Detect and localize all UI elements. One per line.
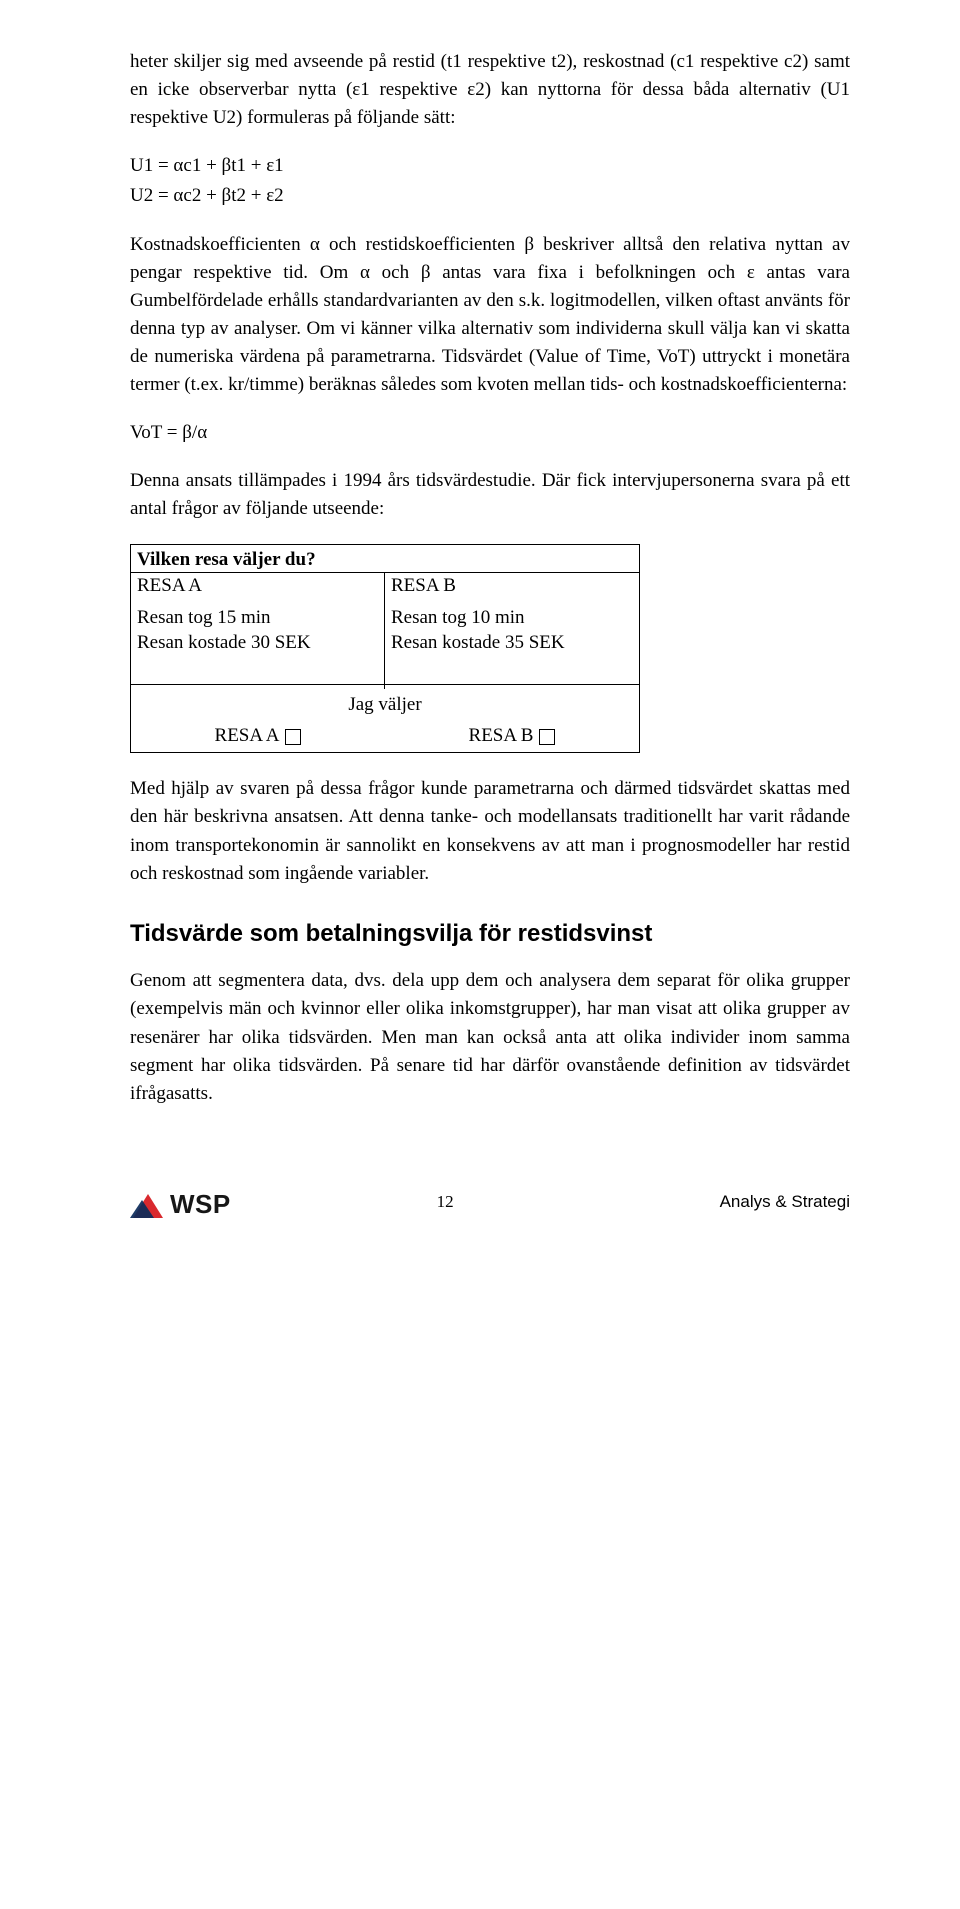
survey-choice-row: RESA A RESA B bbox=[131, 721, 639, 753]
wsp-logo-mark-icon bbox=[130, 1188, 166, 1218]
survey-choose-label: Jag väljer bbox=[131, 689, 639, 721]
survey-a-duration: Resan tog 15 min bbox=[137, 605, 378, 631]
paragraph-after-survey: Med hjälp av svaren på dessa frågor kund… bbox=[130, 775, 850, 887]
equation-u1: U1 = αc1 + βt1 + ε1 bbox=[130, 152, 850, 180]
survey-question: Vilken resa väljer du? bbox=[131, 545, 639, 574]
survey-body-row: Resan tog 15 min Resan kostade 30 SEK Re… bbox=[131, 603, 639, 689]
paragraph-intro: heter skiljer sig med avseende på restid… bbox=[130, 48, 850, 132]
survey-table: Vilken resa väljer du? RESA A RESA B Res… bbox=[130, 544, 640, 754]
equation-block-vot: VoT = β/α bbox=[130, 419, 850, 447]
survey-b-cost: Resan kostade 35 SEK bbox=[391, 630, 633, 656]
paragraph-coefficients: Kostnadskoefficienten α och restidskoeff… bbox=[130, 231, 850, 400]
survey-header-b: RESA B bbox=[385, 573, 639, 603]
survey-choice-a-label: RESA A bbox=[215, 723, 280, 749]
survey-a-cost: Resan kostade 30 SEK bbox=[137, 630, 378, 656]
survey-b-duration: Resan tog 10 min bbox=[391, 605, 633, 631]
survey-cell-b: Resan tog 10 min Resan kostade 35 SEK bbox=[385, 603, 639, 689]
survey-header-row: RESA A RESA B bbox=[131, 573, 639, 603]
survey-choice-b[interactable]: RESA B bbox=[469, 723, 556, 749]
survey-cell-a: Resan tog 15 min Resan kostade 30 SEK bbox=[131, 603, 385, 689]
survey-choice-b-label: RESA B bbox=[469, 723, 534, 749]
section-heading: Tidsvärde som betalningsvilja för restid… bbox=[130, 916, 850, 952]
paragraph-1994-study: Denna ansats tillämpades i 1994 års tids… bbox=[130, 467, 850, 523]
page-footer: WSP 12 Analys & Strategi bbox=[130, 1188, 850, 1218]
checkbox-icon[interactable] bbox=[539, 729, 555, 745]
footer-right-text: Analys & Strategi bbox=[720, 1189, 850, 1218]
equation-block-utility: U1 = αc1 + βt1 + ε1 U2 = αc2 + βt2 + ε2 bbox=[130, 152, 850, 210]
survey-choice-a[interactable]: RESA A bbox=[215, 723, 302, 749]
paragraph-segmentation: Genom att segmentera data, dvs. dela upp… bbox=[130, 967, 850, 1108]
page-number: 12 bbox=[437, 1189, 454, 1218]
wsp-logo: WSP bbox=[130, 1188, 231, 1218]
wsp-logo-text: WSP bbox=[170, 1191, 231, 1218]
equation-u2: U2 = αc2 + βt2 + ε2 bbox=[130, 182, 850, 210]
checkbox-icon[interactable] bbox=[285, 729, 301, 745]
equation-vot: VoT = β/α bbox=[130, 419, 850, 447]
survey-header-a: RESA A bbox=[131, 573, 385, 603]
